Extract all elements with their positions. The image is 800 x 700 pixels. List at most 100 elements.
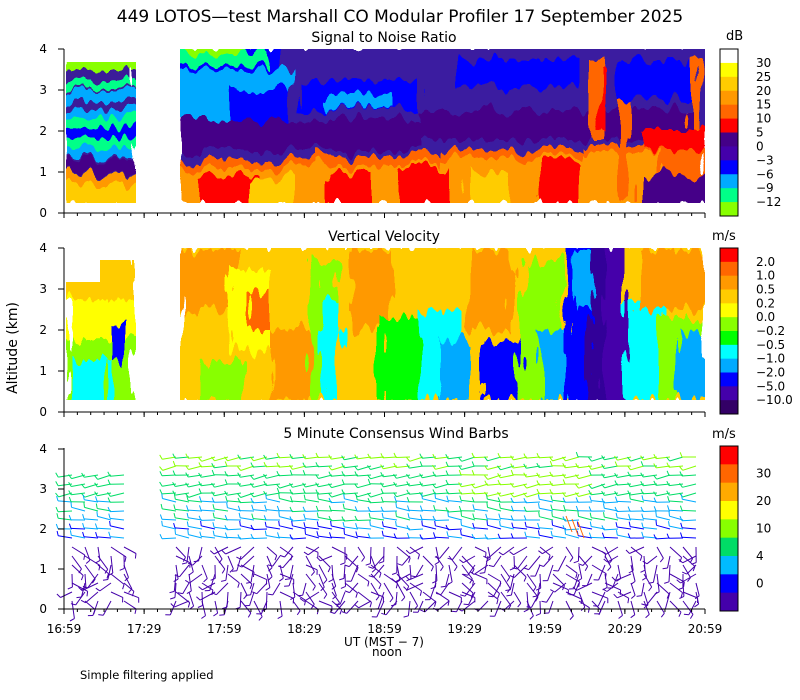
- wind-barb-feather: [628, 521, 631, 527]
- wind-barb: [617, 456, 632, 461]
- wind-barb-feather: [303, 494, 306, 500]
- wind-barb: [202, 582, 216, 591]
- wind-barb: [500, 465, 515, 471]
- wind-barb-feather: [160, 503, 163, 510]
- wind-barb-feather: [575, 474, 579, 479]
- wind-barb-feather: [577, 511, 579, 517]
- colorbar-label: 0: [756, 577, 764, 591]
- wind-barb-feather: [421, 520, 423, 526]
- wind-barb: [227, 492, 242, 496]
- wind-barb: [305, 518, 320, 521]
- wind-barb-strong: [577, 521, 585, 539]
- wind-barb: [102, 600, 112, 616]
- wind-barb: [486, 537, 502, 540]
- wind-barb: [239, 591, 242, 608]
- wind-barb: [318, 573, 325, 588]
- wind-barb-feather: [328, 483, 332, 488]
- wind-barb-feather: [96, 511, 98, 517]
- wind-barb-feather: [267, 593, 273, 596]
- wind-barb: [396, 516, 411, 521]
- wind-barb: [467, 564, 476, 576]
- wind-barb-feather: [229, 568, 234, 573]
- wind-barb-feather: [237, 481, 241, 487]
- colorbar-frame: [719, 247, 739, 415]
- wind-barb-feather: [447, 557, 453, 561]
- wind-barb: [305, 499, 320, 503]
- wind-barb: [214, 526, 229, 530]
- wind-barb: [201, 525, 216, 530]
- time-axis: 16:59 17:29 17:59 18:29 18:59 19:29 19:59 20:29…: [47, 213, 722, 636]
- wind-barb-feather: [641, 531, 644, 537]
- wind-barb-feather: [302, 470, 306, 476]
- wind-barb: [526, 600, 534, 617]
- wind-barb-feather: [537, 494, 540, 500]
- wind-barb: [578, 535, 593, 539]
- wind-barb: [188, 483, 203, 488]
- wind-barb: [473, 537, 489, 540]
- wind-barb: [445, 573, 450, 587]
- wind-barb: [688, 600, 697, 615]
- wind-barb-feather: [645, 614, 650, 619]
- wind-barb: [656, 582, 670, 595]
- wind-barb: [395, 500, 411, 503]
- wind-barb-feather: [694, 603, 699, 608]
- wind-barb: [162, 498, 177, 503]
- time-tick-label: 19:59: [527, 622, 562, 636]
- wind-barb-feather: [239, 520, 241, 526]
- wind-barb: [643, 600, 650, 615]
- wind-barb-feather: [666, 593, 670, 599]
- wind-barb-feather: [277, 615, 283, 620]
- wind-barb: [292, 591, 306, 601]
- wind-barb: [434, 536, 450, 539]
- wind-barb-feather: [434, 556, 440, 559]
- wind-barb-feather: [562, 473, 566, 479]
- wind-barb-feather: [395, 521, 397, 527]
- wind-barb: [343, 519, 359, 522]
- wind-barb-feather: [198, 472, 202, 478]
- colorbar-label: 30: [756, 56, 771, 70]
- wind-barb-feather: [284, 578, 291, 580]
- wind-barb: [434, 492, 450, 495]
- wind-barb-feather: [391, 578, 396, 583]
- wind-barbs: [55, 451, 700, 622]
- wind-barb: [538, 456, 554, 459]
- wind-barb: [487, 498, 502, 503]
- wind-barb-feather: [497, 533, 501, 539]
- wind-barb: [531, 591, 541, 608]
- wind-barb: [421, 518, 437, 521]
- wind-barb-feather: [498, 551, 504, 556]
- wind-barb: [681, 474, 697, 477]
- wind-barb: [642, 510, 658, 512]
- wind-barb-feather: [289, 453, 293, 459]
- wind-barb: [547, 564, 554, 581]
- colorbar-swatch: [720, 537, 738, 557]
- wind-barb-feather: [576, 521, 579, 527]
- wind-barb-feather: [107, 479, 111, 485]
- wind-barb: [396, 546, 411, 559]
- wind-barb-feather: [209, 550, 215, 555]
- wind-barb-feather: [614, 455, 618, 461]
- wind-barb-feather: [551, 520, 553, 526]
- wind-barb: [396, 582, 406, 598]
- wind-barb-feather: [276, 452, 280, 458]
- wind-barb: [249, 591, 255, 606]
- wind-barb-feather: [361, 557, 366, 562]
- wind-barb-feather: [578, 563, 584, 566]
- wind-barb: [447, 528, 463, 531]
- wind-barb-feather: [411, 575, 417, 578]
- wind-barb: [565, 591, 582, 600]
- wind-barb-feather: [589, 512, 592, 518]
- wind-barb-feather: [161, 493, 163, 499]
- wind-barb: [370, 582, 380, 597]
- wind-barb: [552, 456, 567, 462]
- colorbar-label: 30: [756, 467, 771, 481]
- wind-barb: [682, 600, 694, 615]
- wind-barb-feather: [666, 470, 670, 476]
- wind-barb-feather: [601, 525, 605, 531]
- wind-barb: [214, 535, 229, 539]
- wind-barb: [344, 465, 359, 469]
- wind-barb-feather: [267, 564, 273, 567]
- wind-barb: [356, 474, 372, 477]
- wind-barb-feather: [458, 505, 462, 511]
- wind-barb-feather: [550, 530, 553, 537]
